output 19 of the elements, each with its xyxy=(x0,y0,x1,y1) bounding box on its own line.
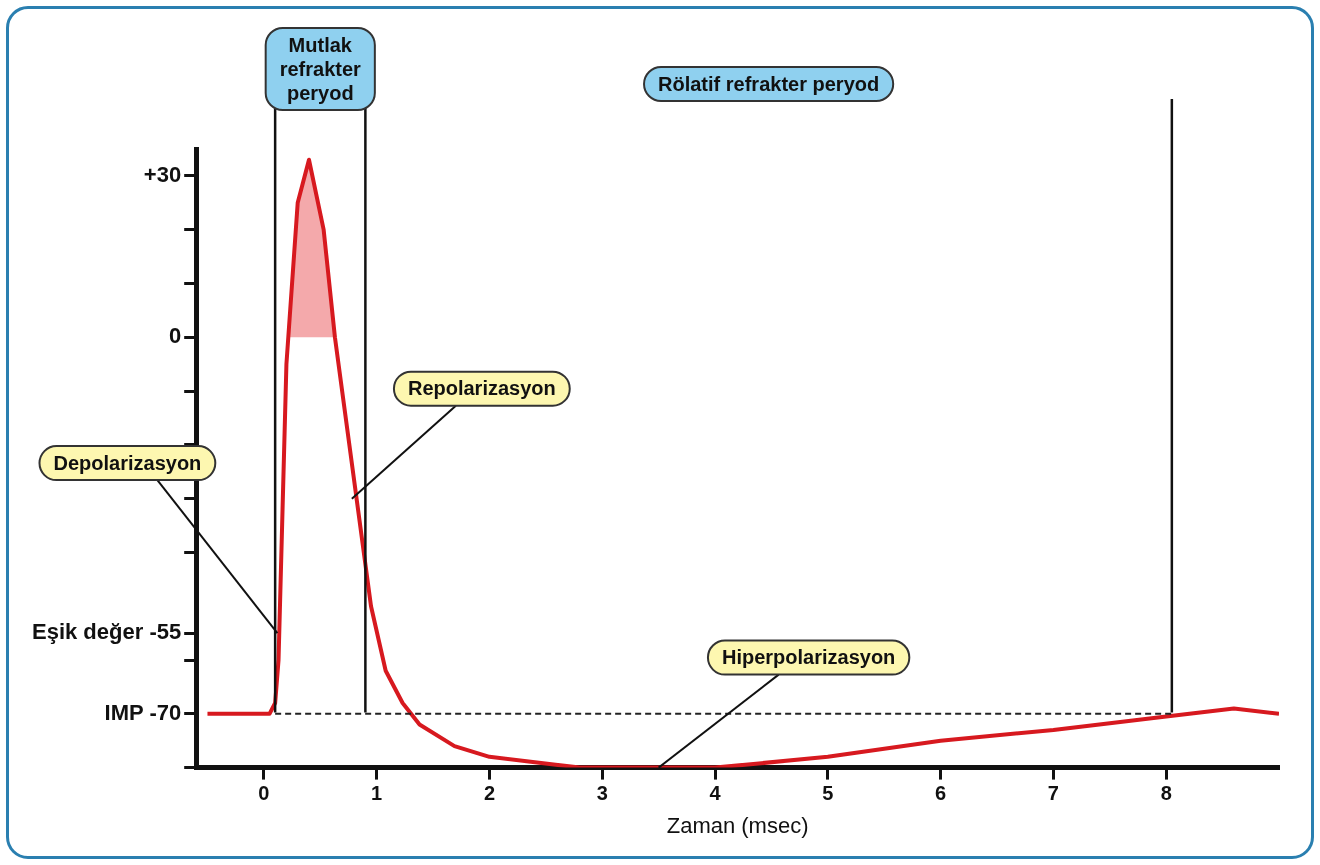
x-tick-label: 6 xyxy=(935,782,947,805)
annotation: Hiperpolarizasyon xyxy=(721,646,896,669)
x-tick-label: 1 xyxy=(371,782,383,805)
text: Rölatif refrakter peryod xyxy=(658,72,880,95)
y-tick-label: +30 xyxy=(143,161,182,187)
x-tick-label: 3 xyxy=(596,782,608,805)
y-tick-label: 0 xyxy=(168,323,182,349)
annotation: Depolarizasyon xyxy=(53,451,202,474)
x-tick-label: 7 xyxy=(1047,782,1059,805)
y-tick-label: Eşik değer -55 xyxy=(32,619,182,645)
x-tick-label: 2 xyxy=(483,782,496,805)
x-tick-label: 0 xyxy=(258,782,270,805)
text: Mutlak refrakter peryod xyxy=(279,33,362,104)
annotation: Repolarizasyon xyxy=(407,377,556,400)
x-tick-label: 4 xyxy=(709,782,722,805)
x-tick-label: 5 xyxy=(822,782,834,805)
y-tick-label: IMP -70 xyxy=(104,699,182,725)
x-tick-label: 8 xyxy=(1160,782,1172,805)
x-axis-title: Zaman (msec) xyxy=(666,812,809,838)
